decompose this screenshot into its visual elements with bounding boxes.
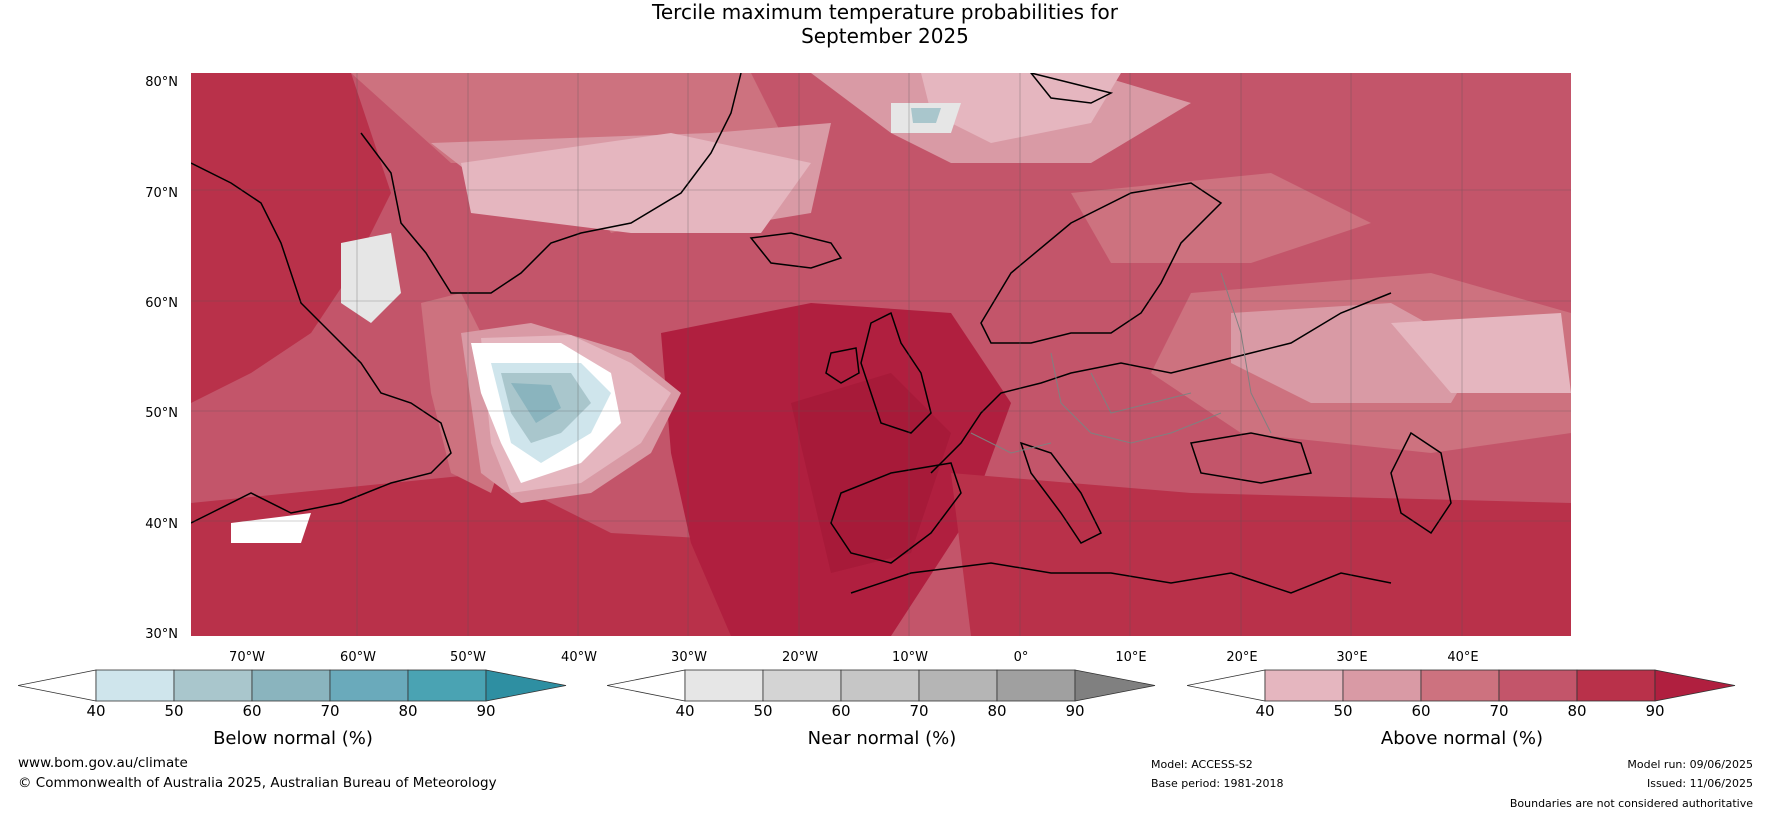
colorbar-segment	[1576, 669, 1656, 702]
cbar2-tick-70: 70	[909, 702, 929, 720]
lat-label-30n: 30°N	[145, 627, 178, 642]
map-canvas	[191, 73, 1571, 636]
colorbar-segment	[173, 669, 253, 702]
colorbar-segment	[1420, 669, 1500, 702]
lon-label-40w: 40°W	[561, 650, 597, 665]
colorbar-segment	[996, 669, 1076, 702]
colorbar-below-normal	[18, 669, 567, 702]
map-title-line2: September 2025	[801, 24, 969, 48]
lon-label-60w: 60°W	[340, 650, 376, 665]
footer-disclaimer: Boundaries are not considered authoritat…	[1509, 797, 1753, 810]
cbar1-tick-90: 90	[476, 702, 496, 720]
lon-label-70w: 70°W	[229, 650, 265, 665]
footer-copyright: © Commonwealth of Australia 2025, Austra…	[18, 775, 497, 791]
colorbar-segment	[762, 669, 842, 702]
footer-website: www.bom.gov.au/climate	[18, 755, 188, 771]
cbar1-tick-40: 40	[86, 702, 106, 720]
lon-label-30e: 30°E	[1336, 650, 1368, 665]
cbar3-tick-90: 90	[1645, 702, 1665, 720]
cbar2-tick-80: 80	[987, 702, 1007, 720]
lat-label-60n: 60°N	[145, 296, 178, 311]
colorbar-near-normal	[607, 669, 1156, 702]
footer-issued: Issued: 11/06/2025	[1646, 777, 1753, 790]
lon-label-10e: 10°E	[1115, 650, 1147, 665]
colorbar-segment	[407, 669, 487, 702]
cbar3-title: Above normal (%)	[1380, 728, 1544, 749]
lon-label-30w: 30°W	[671, 650, 707, 665]
footer-model-run: Model run: 09/06/2025	[1627, 758, 1753, 771]
cbar3-tick-60: 60	[1411, 702, 1431, 720]
cbar1-tick-60: 60	[242, 702, 262, 720]
lon-label-40e: 40°E	[1447, 650, 1479, 665]
colorbar-segment	[1074, 669, 1156, 702]
lat-label-50n: 50°N	[145, 406, 178, 421]
footer-base-period: Base period: 1981-2018	[1151, 777, 1284, 790]
colorbar-above-normal	[1187, 669, 1736, 702]
colorbar-segment	[840, 669, 920, 702]
lon-label-50w: 50°W	[450, 650, 486, 665]
cbar3-tick-80: 80	[1567, 702, 1587, 720]
cbar3-tick-40: 40	[1255, 702, 1275, 720]
cbar3-tick-50: 50	[1333, 702, 1353, 720]
colorbar-segment	[485, 669, 567, 702]
colorbar-segment	[95, 669, 175, 702]
footer-model: Model: ACCESS-S2	[1151, 758, 1253, 771]
colorbar-segment	[1342, 669, 1422, 702]
cbar1-tick-70: 70	[320, 702, 340, 720]
colorbar-segment	[1498, 669, 1578, 702]
colorbar-segment	[607, 669, 686, 702]
colorbar-segment	[329, 669, 409, 702]
cbar2-tick-50: 50	[753, 702, 773, 720]
cbar1-tick-80: 80	[398, 702, 418, 720]
cbar2-tick-90: 90	[1065, 702, 1085, 720]
cbar2-title: Near normal (%)	[807, 728, 957, 749]
colorbar-segment	[1654, 669, 1736, 702]
colorbar-segment	[918, 669, 998, 702]
lon-label-10w: 10°W	[892, 650, 928, 665]
lat-label-70n: 70°N	[145, 186, 178, 201]
map-title-line1: Tercile maximum temperature probabilitie…	[652, 0, 1118, 24]
colorbar-segment	[18, 669, 97, 702]
map-title: Tercile maximum temperature probabilitie…	[0, 0, 1770, 48]
lat-label-80n: 80°N	[145, 75, 178, 90]
colorbar-segment	[1264, 669, 1344, 702]
lon-label-0: 0°	[1013, 650, 1029, 665]
lon-label-20w: 20°W	[782, 650, 818, 665]
colorbar-segment	[1187, 669, 1266, 702]
colorbar-segment	[684, 669, 764, 702]
cbar1-tick-50: 50	[164, 702, 184, 720]
cbar2-tick-60: 60	[831, 702, 851, 720]
probability-map	[191, 73, 1571, 636]
lat-label-40n: 40°N	[145, 517, 178, 532]
cbar3-tick-70: 70	[1489, 702, 1509, 720]
colorbar-segment	[251, 669, 331, 702]
cbar1-title: Below normal (%)	[213, 728, 373, 749]
lon-label-20e: 20°E	[1226, 650, 1258, 665]
cbar2-tick-40: 40	[675, 702, 695, 720]
